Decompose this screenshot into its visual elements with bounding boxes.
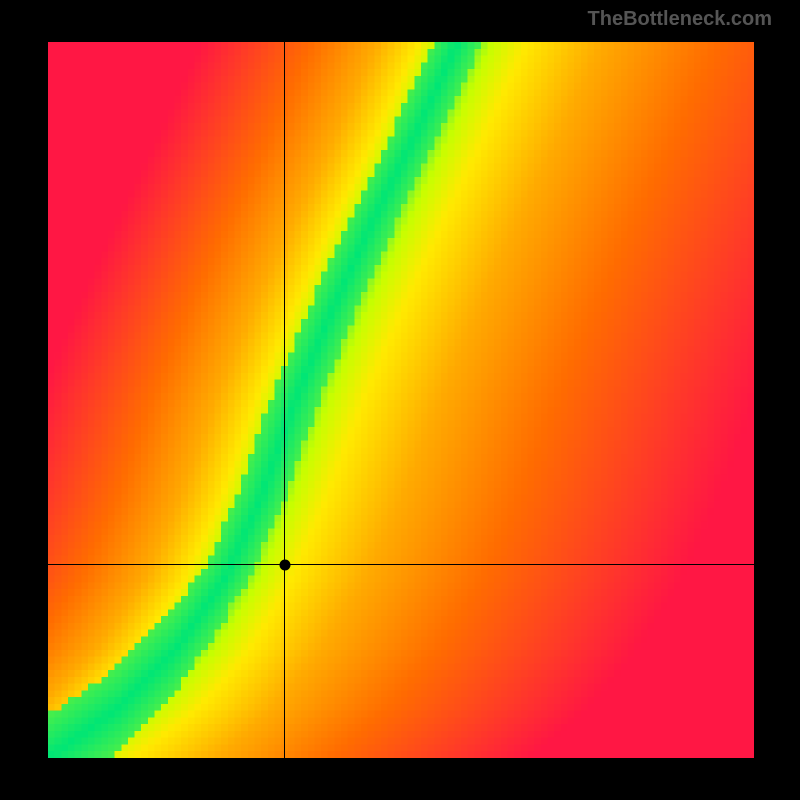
heatmap-canvas — [48, 42, 754, 758]
crosshair-vertical — [284, 42, 285, 758]
watermark: TheBottleneck.com — [588, 8, 772, 31]
crosshair-point — [279, 559, 290, 570]
crosshair-horizontal — [48, 564, 754, 565]
heatmap-plot — [48, 42, 754, 758]
